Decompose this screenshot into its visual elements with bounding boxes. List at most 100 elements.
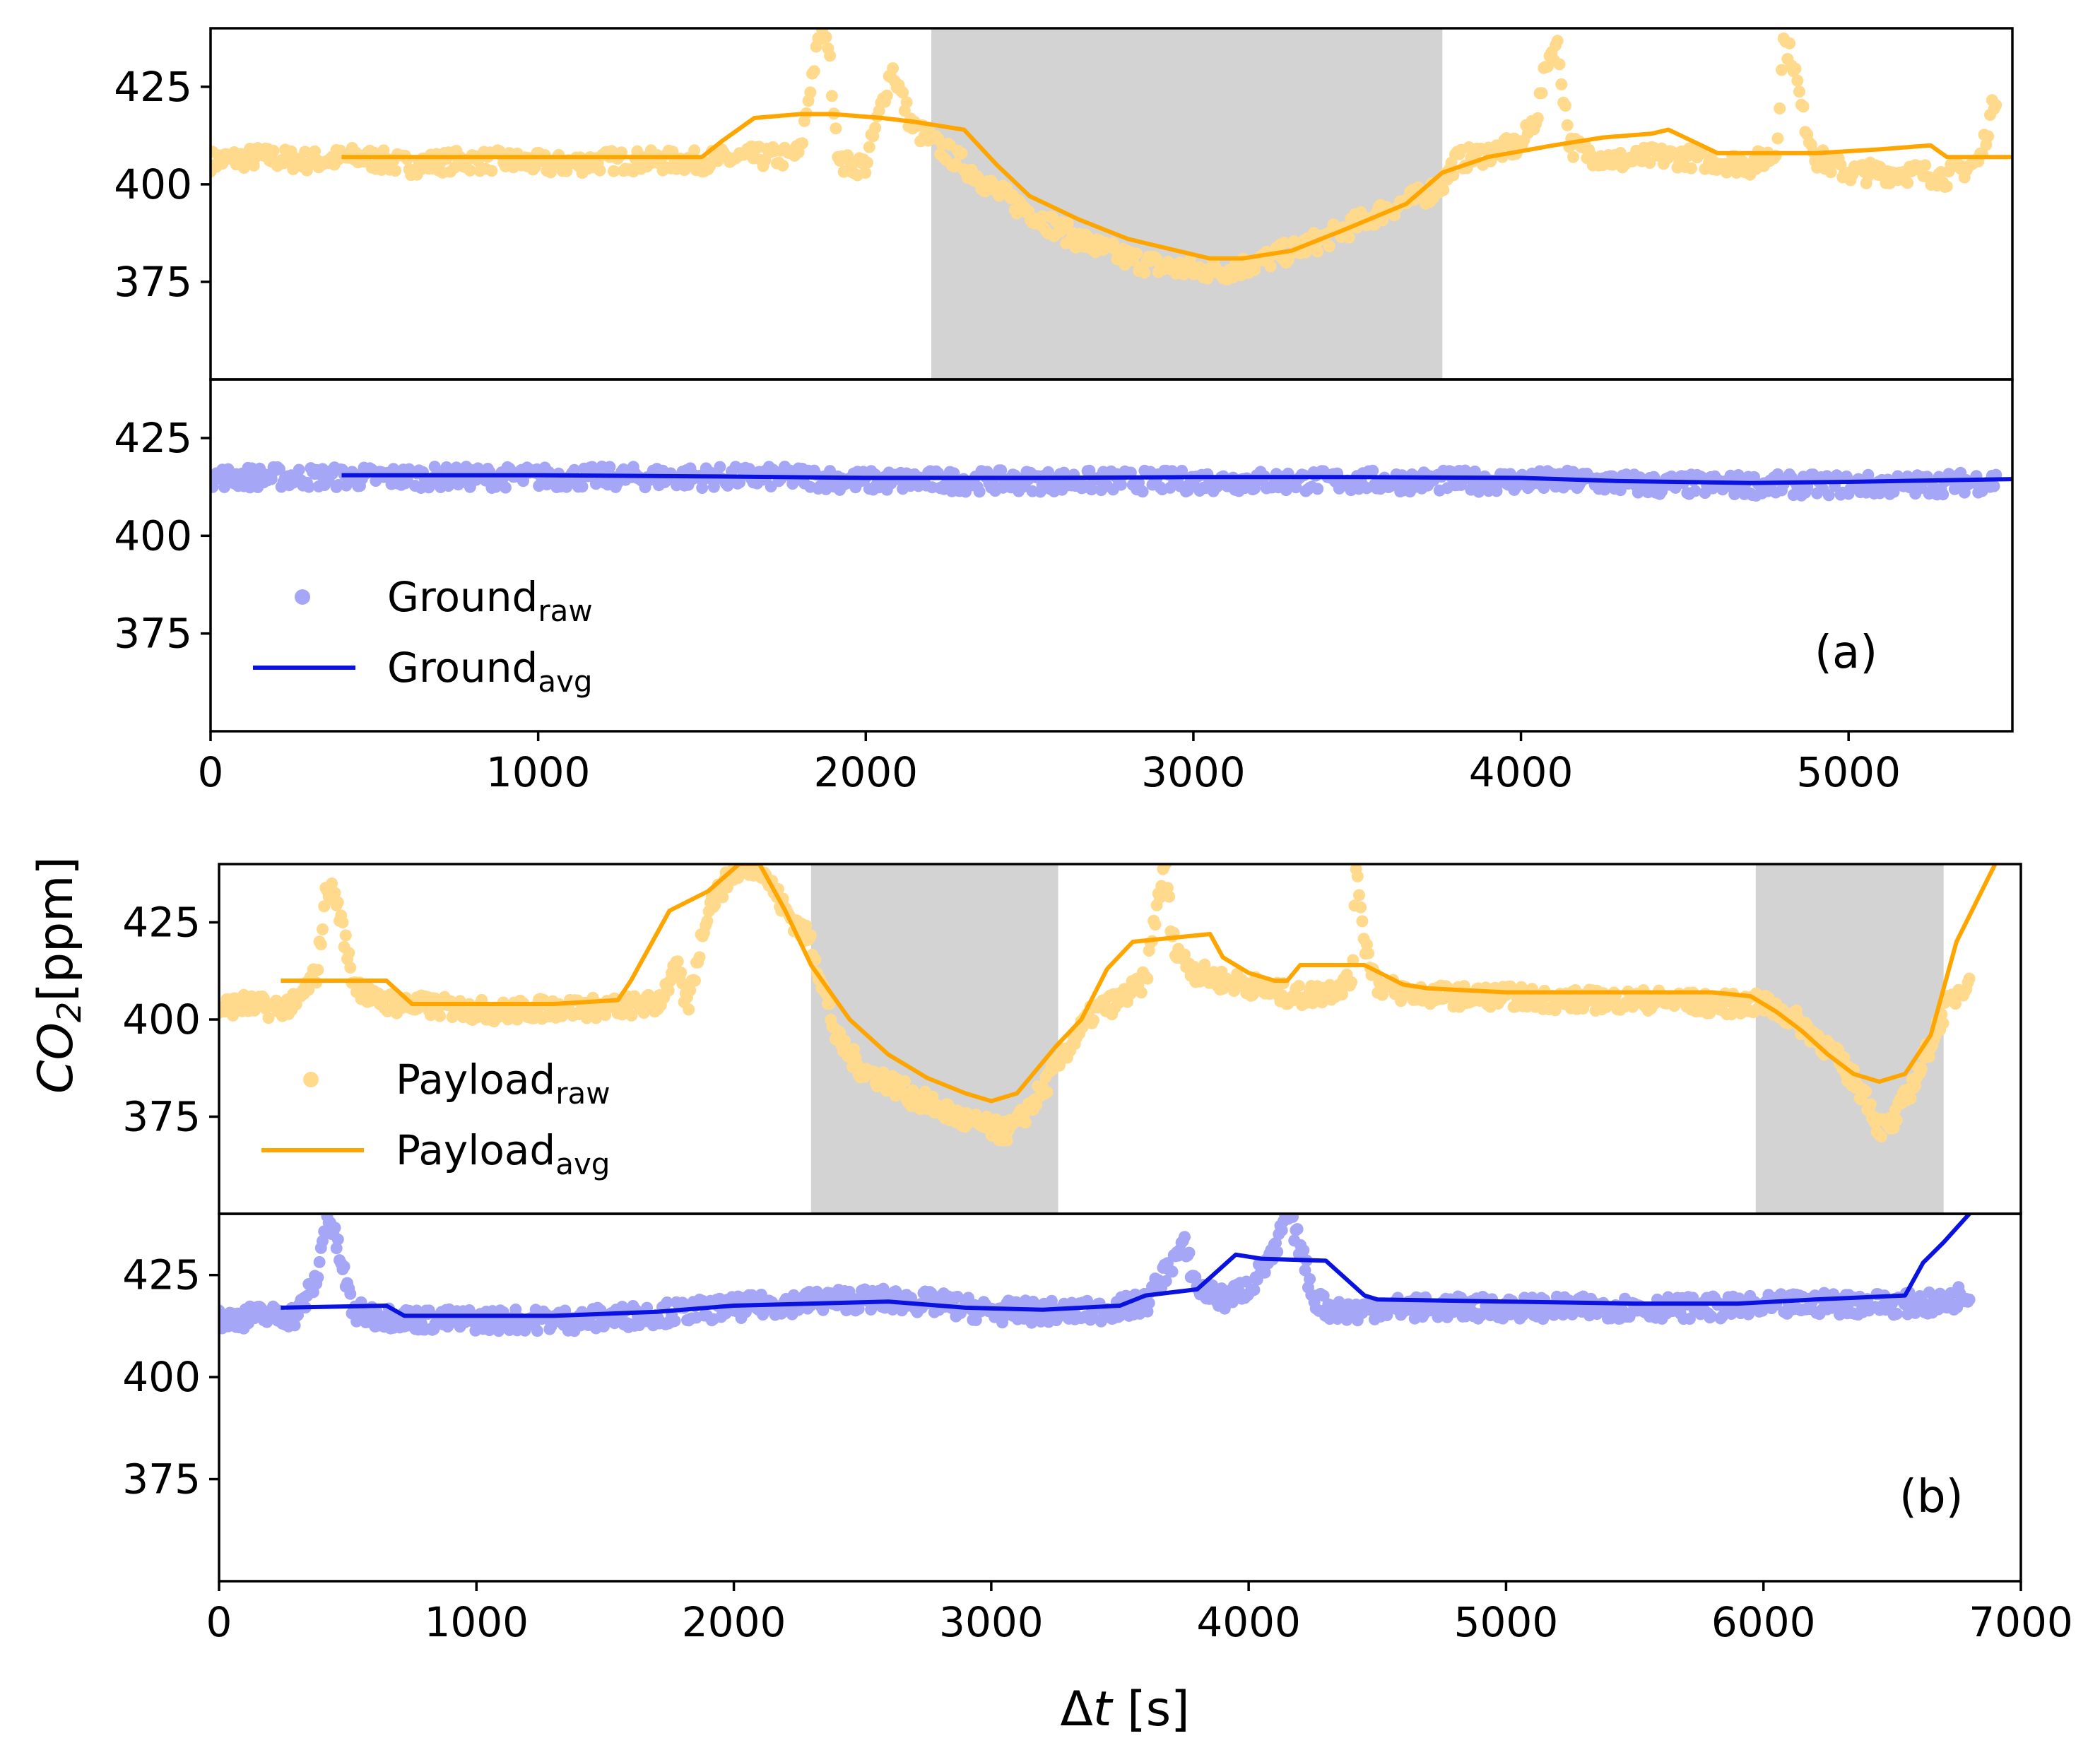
- raw-point-payload-raw: [329, 887, 341, 899]
- raw-point-payload-raw: [608, 165, 620, 177]
- raw-point-payload-raw: [662, 984, 675, 997]
- raw-point-payload-raw: [1336, 988, 1348, 1000]
- raw-point-payload-raw: [683, 1003, 695, 1016]
- panel-b-bottom: 375 400 425 0 1000 2000 3000 4000 5000 6000 7000: [122, 1212, 2073, 1646]
- raw-point-payload-raw: [1160, 864, 1172, 870]
- raw-point-payload-raw: [336, 916, 349, 928]
- x-tick-label: 5000: [1796, 748, 1901, 796]
- y-tick-label: 400: [114, 512, 192, 560]
- raw-point-ground-raw: [973, 485, 986, 498]
- raw-point-payload-raw: [625, 1009, 638, 1022]
- raw-point-ground-raw: [499, 481, 512, 494]
- legend-marker-dot: [303, 1072, 319, 1087]
- raw-point-payload-raw: [1138, 266, 1151, 279]
- raw-point-payload-raw: [1793, 85, 1805, 98]
- shaded-region: [1755, 864, 1944, 1214]
- raw-point-payload-raw: [1963, 972, 1976, 985]
- raw-point-payload-raw: [485, 165, 498, 177]
- raw-point-payload-raw: [1890, 1114, 1903, 1127]
- raw-point-ground-raw: [1937, 488, 1949, 501]
- raw-point-payload-raw: [899, 1075, 912, 1087]
- raw-point-ground-raw: [1258, 1266, 1271, 1279]
- x-tick-label: 0: [206, 1598, 232, 1646]
- raw-point-payload-raw: [1141, 972, 1154, 985]
- raw-point-ground-raw: [1732, 469, 1745, 481]
- raw-point-ground-raw: [1468, 465, 1481, 478]
- x-tick-label: 5000: [1454, 1598, 1559, 1646]
- raw-point-payload-raw: [1041, 1086, 1054, 1099]
- y-axis-label: CO2[ppm]: [28, 856, 88, 1094]
- raw-point-ground-raw: [1226, 1296, 1239, 1308]
- raw-point-payload-raw: [312, 964, 324, 976]
- raw-point-payload-raw: [1299, 246, 1312, 259]
- raw-point-payload-raw: [343, 947, 355, 959]
- raw-point-payload-raw: [688, 144, 701, 157]
- raw-point-payload-raw: [314, 938, 327, 951]
- raw-point-payload-raw: [777, 159, 789, 172]
- raw-point-payload-raw: [808, 65, 820, 78]
- plot-area: [211, 460, 2012, 502]
- raw-point-payload-raw: [344, 962, 357, 974]
- axes-frame: [209, 378, 2014, 733]
- x-tick-label: 2000: [813, 748, 918, 796]
- raw-point-ground-raw: [1045, 1294, 1058, 1307]
- legend: Payloadraw Payloadavg: [261, 1056, 610, 1181]
- raw-point-ground-raw: [292, 1308, 304, 1321]
- raw-point-ground-raw: [329, 1222, 341, 1234]
- raw-point-payload-raw: [688, 974, 701, 987]
- panel-a-tag: (a): [1815, 627, 1877, 679]
- raw-point-payload-raw: [1776, 64, 1788, 76]
- raw-point-payload-raw: [1982, 130, 1995, 143]
- raw-point-payload-raw: [1249, 264, 1261, 276]
- raw-point-ground-raw: [509, 1304, 522, 1316]
- raw-point-payload-raw: [1355, 901, 1367, 914]
- y-tick-label: 425: [122, 1251, 201, 1299]
- raw-point-payload-raw: [1447, 169, 1460, 182]
- panel-b-top: 375 400 425 Payloadraw Payloadavg: [122, 863, 2022, 1215]
- raw-point-payload-raw: [1264, 260, 1277, 273]
- avg-line-payload-avg: [341, 112, 2012, 261]
- raw-point-payload-raw: [339, 929, 352, 942]
- raw-point-payload-raw: [1774, 102, 1786, 114]
- x-tick-label: 7000: [1969, 1598, 2073, 1646]
- raw-point-payload-raw: [671, 955, 684, 968]
- raw-point-payload-raw: [1559, 100, 1571, 112]
- raw-point-payload-raw: [675, 967, 688, 979]
- raw-point-ground-raw: [531, 1325, 543, 1337]
- plot-area: [219, 864, 1998, 1214]
- raw-point-payload-raw: [1131, 247, 1143, 260]
- raw-point-ground-raw: [312, 1271, 324, 1284]
- x-tick-label: 4000: [1469, 748, 1574, 796]
- raw-point-payload-raw: [1198, 958, 1211, 971]
- raw-point-payload-raw: [267, 145, 280, 157]
- raw-point-payload-raw: [1937, 1017, 1949, 1029]
- raw-point-ground-raw: [668, 1315, 681, 1328]
- raw-point-payload-raw: [684, 984, 697, 997]
- raw-point-payload-raw: [1783, 37, 1796, 49]
- raw-point-payload-raw: [302, 983, 315, 996]
- raw-point-payload-raw: [317, 923, 329, 935]
- raw-point-payload-raw: [1553, 58, 1566, 71]
- raw-point-ground-raw: [714, 461, 726, 473]
- raw-point-ground-raw: [1381, 1309, 1393, 1321]
- raw-point-ground-raw: [1085, 483, 1098, 496]
- raw-point-payload-raw: [1535, 87, 1548, 100]
- legend-label: Groundavg: [387, 644, 593, 699]
- x-tick-label: 3000: [939, 1598, 1044, 1646]
- raw-point-payload-raw: [1797, 100, 1810, 113]
- raw-point-payload-raw: [1904, 1092, 1917, 1105]
- raw-point-payload-raw: [1087, 1014, 1099, 1027]
- raw-point-payload-raw: [796, 137, 809, 150]
- raw-point-payload-raw: [1685, 162, 1697, 175]
- raw-point-payload-raw: [389, 165, 402, 177]
- raw-point-ground-raw: [1115, 478, 1127, 491]
- raw-point-payload-raw: [434, 1010, 447, 1022]
- raw-point-payload-raw: [1149, 918, 1162, 931]
- raw-point-payload-raw: [666, 146, 679, 158]
- raw-point-ground-raw: [331, 1233, 344, 1246]
- raw-point-payload-raw: [1555, 78, 1568, 90]
- x-tick-label: 3000: [1141, 748, 1246, 796]
- raw-point-payload-raw: [869, 122, 882, 134]
- shaded-region: [810, 864, 1058, 1214]
